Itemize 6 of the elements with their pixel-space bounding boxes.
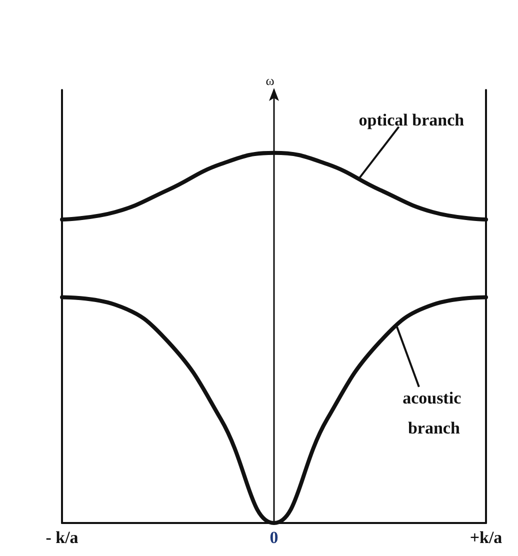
annotation: acoustic branch: [402, 388, 466, 438]
x-tick-label: 0: [270, 528, 278, 547]
x-tick-label: - k/a: [46, 528, 79, 547]
text: ω: [266, 73, 275, 88]
x-tick-label: +k/a: [470, 528, 503, 547]
text: optical branch: [358, 110, 465, 130]
